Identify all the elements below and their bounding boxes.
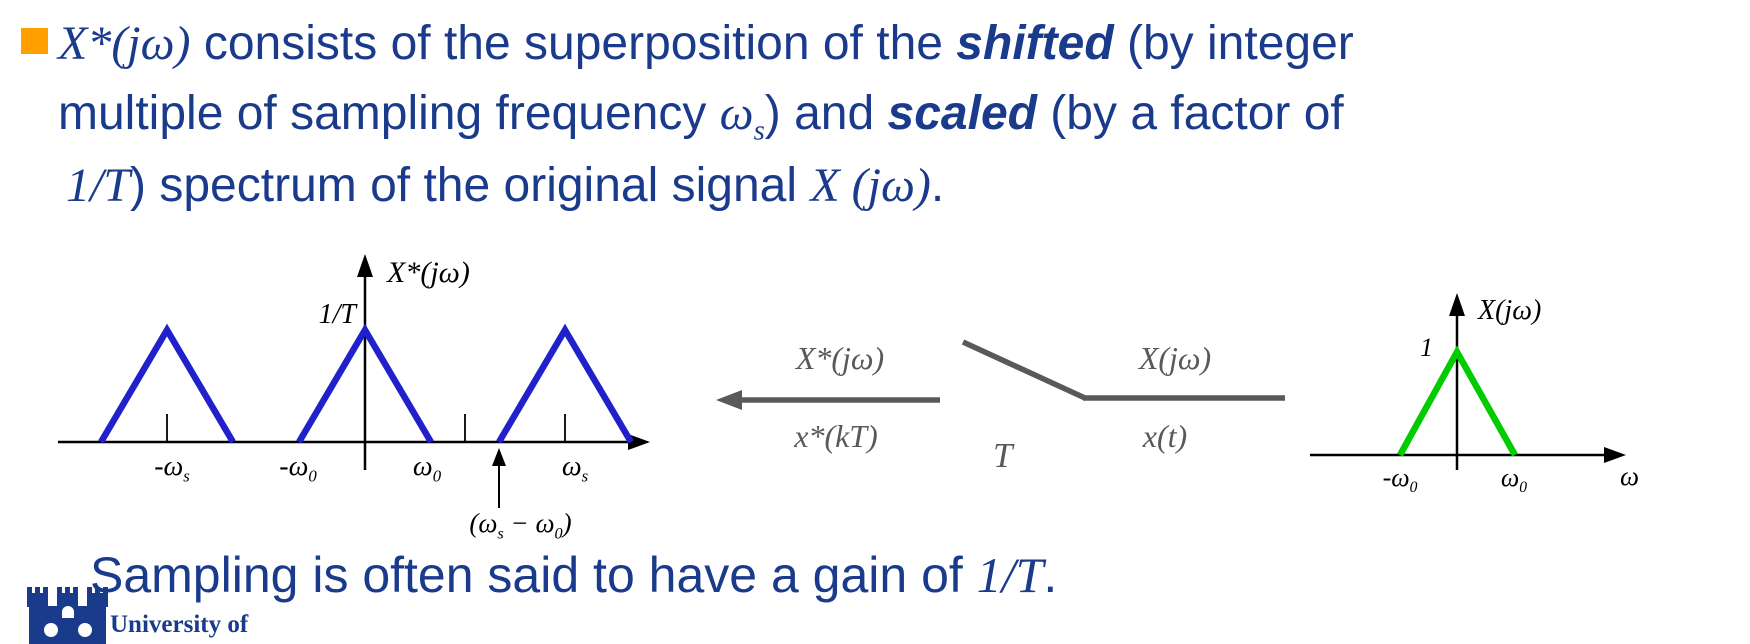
paragraph-line-2: multiple of sampling frequency ωs) and s… <box>58 87 1344 147</box>
spectrum-triangle-ws <box>496 323 634 444</box>
left-plot-title: X*(jω) <box>387 256 470 289</box>
label-right-omega-axis: ω <box>1620 461 1640 491</box>
paragraph-line-1: X*(jω) consists of the superposition of … <box>58 17 1354 70</box>
sampler-output-spectrum-label: X*(jω) <box>795 340 885 376</box>
left-plot-peak-label: 1/T <box>318 299 356 330</box>
math-x-jw: X (jω) <box>810 159 931 212</box>
bold-scaled: scaled <box>887 87 1037 140</box>
footer-sentence: Sampling is often said to have a gain of… <box>90 547 1058 603</box>
math-x-star-jw: X*(jω) <box>58 17 191 70</box>
bullet-square-icon <box>21 28 48 54</box>
math-one-over-T: 1/T <box>66 159 131 212</box>
sampler-input-spectrum-label: X(jω) <box>1138 340 1212 376</box>
label-neg-omega-0: -ω0 <box>279 451 317 486</box>
bold-shifted: shifted <box>956 17 1114 70</box>
right-plot-peak-label: 1 <box>1420 333 1433 362</box>
annotation-arrow-head-icon <box>492 448 506 466</box>
math-footer-one-over-T: 1/T <box>976 547 1044 603</box>
right-plot-y-axis-arrow-icon <box>1449 293 1465 316</box>
sampler-period-label: T <box>993 436 1013 475</box>
spectrum-triangle-center <box>296 323 434 444</box>
sampler-input-signal-label: x(t) <box>1142 418 1188 454</box>
university-name-text: University of <box>110 611 249 638</box>
spectrum-triangle-original <box>1397 345 1518 457</box>
label-right-omega-0: ω0 <box>1500 463 1528 497</box>
sampler-output-signal-label: x*(kT) <box>794 418 878 454</box>
paragraph-line-3: 1/T) spectrum of the original signal X (… <box>66 159 945 212</box>
right-spectrum-plot <box>1310 293 1626 470</box>
label-omega-0: ω0 <box>412 451 442 486</box>
left-plot-y-axis-arrow-icon <box>357 254 373 277</box>
label-omega-s: ωs <box>561 451 589 486</box>
sampler-switch-blade <box>961 339 1087 401</box>
output-arrow-head-icon <box>716 390 742 410</box>
label-ws-minus-w0: (ωs − ω0) <box>469 508 572 543</box>
spectrum-triangle-neg-ws <box>98 323 236 444</box>
math-omega-s: ωs <box>719 87 765 147</box>
university-crest-icon <box>27 587 108 644</box>
left-plot-x-axis-arrow-icon <box>628 434 650 450</box>
right-plot-title: X(jω) <box>1478 295 1542 326</box>
label-neg-omega-s: -ωs <box>154 451 190 486</box>
label-right-neg-omega-0: -ω0 <box>1382 463 1418 497</box>
